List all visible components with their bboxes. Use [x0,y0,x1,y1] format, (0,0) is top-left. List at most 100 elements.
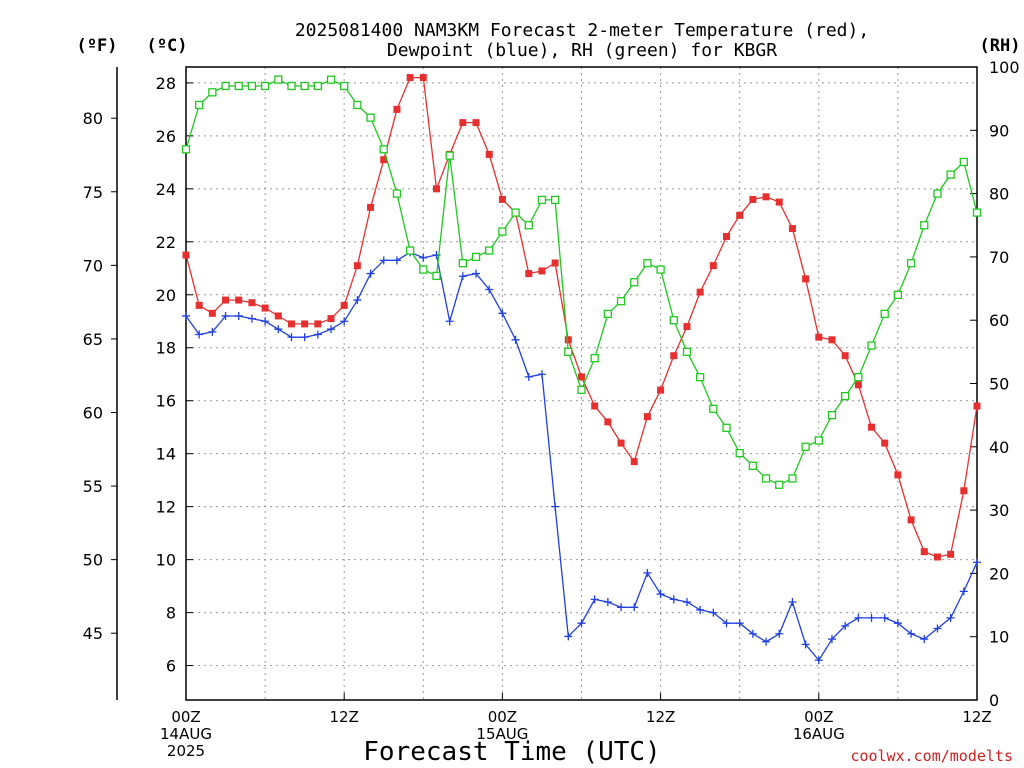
rh-point [181,145,191,154]
temperature-point [802,275,810,283]
x-tick-label: 15AUG [476,725,528,743]
temperature-point [235,296,243,304]
dewpoint-point [366,269,375,278]
rh-point [326,75,336,84]
temperature-point [749,195,757,203]
rh-tick-label: 20 [989,564,1009,583]
temperature-point [248,299,256,307]
fahrenheit-tick-label: 60 [83,403,103,422]
source-credit: coolwx.com/modelts [850,747,1013,765]
rh-point [379,145,388,154]
rh-point [511,208,520,217]
rh-point [340,81,349,91]
rh-tick-label: 10 [989,628,1009,647]
temperature-point [538,267,546,275]
dewpoint-point [564,632,573,641]
dewpoint-point [274,325,283,334]
dewpoint-point [524,372,533,381]
dewpoint-point [472,269,481,278]
rh-point [748,461,758,470]
rh-tick-label: 90 [989,121,1009,140]
rh-point [432,271,441,281]
rh-point [485,246,494,255]
temperature-point [353,262,361,270]
temperature-point [723,233,731,241]
dewpoint-point [973,558,981,567]
temperature-point [327,315,335,323]
rh-point [221,81,230,91]
data-series [181,74,982,665]
dewpoint-point [392,256,401,265]
rh-tick-label: 50 [989,375,1009,394]
temperature-point [525,270,533,278]
rh-point [920,221,929,230]
dewpoint-point [379,256,388,265]
temperature-point [657,386,665,394]
temperature-point [578,373,585,381]
temperature-point [947,550,955,558]
temperature-point [828,336,836,344]
x-tick-label: 2025 [167,742,205,760]
dewpoint-point [208,327,217,336]
dewpoint-point [247,314,256,323]
dewpoint-point [762,637,771,646]
temperature-point [195,301,203,309]
rh-point [498,227,507,236]
temperature-point [274,312,282,320]
fahrenheit-tick-label: 65 [83,330,103,349]
temperature-point [261,304,269,312]
rh-point [630,278,639,287]
dewpoint-point [485,285,494,294]
dewpoint-point [841,621,850,630]
dewpoint-point [340,317,349,326]
rh-point [959,157,968,167]
rh-point [313,81,322,91]
temperature-point [762,193,770,201]
rh-point [274,75,283,84]
temperature-point [604,418,612,426]
celsius-tick-label: 24 [156,180,176,199]
temperature-point [208,309,216,317]
axis-tick-labels: 6810121416182022242628455055606570758001… [83,58,1020,760]
fahrenheit-tick-label: 70 [83,256,103,275]
temperature-point [960,487,968,495]
temperature-point [815,333,823,341]
temperature-point [920,548,928,556]
temperature-point [182,251,190,259]
fahrenheit-tick-label: 75 [83,183,103,202]
temperature-point [406,74,414,82]
dewpoint-point [287,333,296,342]
dewpoint-point [445,317,454,326]
temperature-point [881,439,889,447]
dewpoint-point [814,656,823,665]
celsius-tick-label: 10 [156,551,176,570]
fahrenheit-tick-label: 55 [83,477,103,496]
temperature-point [340,301,348,309]
temperature-point [696,288,704,296]
temperature-point [709,262,717,270]
temperature-point [432,185,440,193]
temperature-point [551,259,559,267]
rh-point [537,195,547,205]
dewpoint-point [959,587,968,596]
temperature-point [670,352,678,360]
dewpoint-point [498,309,507,318]
rh-unit-label: (RH) [980,36,1021,56]
dewpoint-point [300,333,309,342]
rh-point [788,474,797,483]
dewpoint-point [511,335,520,344]
temperature-point [643,413,651,421]
dewpoint-point [854,613,863,622]
rh-point [287,81,296,91]
temperature-point [907,516,915,524]
dewpoint-point [537,370,546,379]
dewpoint-point [827,635,836,644]
dewpoint-point [261,317,270,326]
rh-point [458,259,468,268]
rh-point [195,100,204,110]
rh-point [471,252,481,262]
x-tick-label: 12Z [330,708,359,726]
dewpoint-point [788,598,797,607]
rh-tick-label: 100 [989,58,1020,77]
dewpoint-point [419,253,428,262]
